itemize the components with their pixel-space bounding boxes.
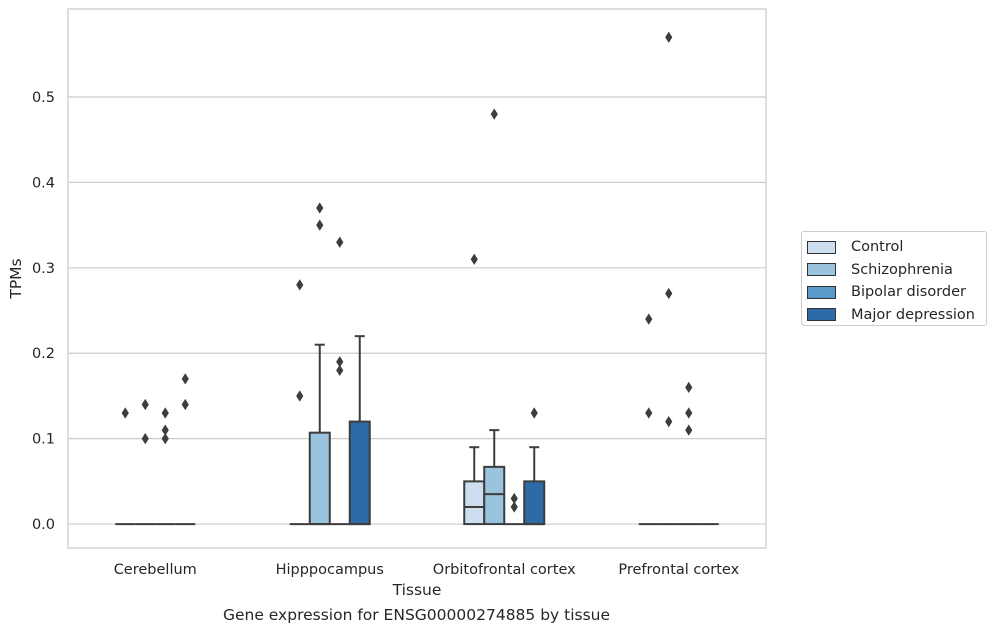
gridlines <box>68 96 766 525</box>
outlier-point <box>141 398 149 411</box>
x-tick-label: Hipppocampus <box>276 562 384 578</box>
legend-swatch <box>807 308 836 322</box>
outlier-point <box>141 433 149 445</box>
box-control <box>115 407 136 526</box>
outlier-point <box>296 279 304 291</box>
outlier-point <box>645 407 653 419</box>
outlier-point <box>665 415 673 428</box>
y-tick-label: 0.4 <box>32 175 55 191</box>
y-tick-label: 0.5 <box>32 90 55 106</box>
outlier-point <box>510 492 518 505</box>
box-control <box>289 279 310 526</box>
box-bipolar-disorder <box>329 236 350 526</box>
outlier-point <box>121 407 129 419</box>
outlier-point <box>530 407 538 419</box>
outlier-point <box>685 424 693 436</box>
y-tick-label: 0.1 <box>32 432 55 448</box>
legend-item: Major depression <box>807 304 986 327</box>
figure-caption: Gene expression for ENSG00000274885 by t… <box>222 606 611 624</box>
outlier-point <box>161 407 169 419</box>
box-schizophrenia <box>658 31 679 526</box>
legend-item: Control <box>807 236 986 259</box>
legend-item: Schizophrenia <box>807 259 986 282</box>
outlier-point <box>296 390 304 402</box>
outlier-point <box>685 381 693 394</box>
y-tick-label: 0.0 <box>32 517 55 533</box>
box-major-depression <box>348 335 371 526</box>
outlier-point <box>470 253 478 265</box>
box-schizophrenia <box>483 108 506 526</box>
legend-swatch <box>807 263 836 277</box>
x-axis-ticks: Cerebellum Hipppocampus Orbitofrontal cort… <box>114 562 740 578</box>
legend-swatch <box>807 285 836 299</box>
outlier-point <box>665 31 673 43</box>
box-control <box>638 313 659 526</box>
legend-label: Schizophrenia <box>851 261 953 278</box>
x-axis-label: Tissue <box>392 581 442 599</box>
outlier-point <box>316 202 324 214</box>
legend: Control Schizophrenia Bipolar disorder Majo… <box>801 231 987 326</box>
y-tick-label: 0.3 <box>32 261 55 277</box>
x-tick-label: Cerebellum <box>114 562 197 578</box>
box-schizophrenia <box>308 202 331 526</box>
outlier-point <box>685 407 693 419</box>
legend-label: Bipolar disorder <box>851 284 966 301</box>
y-axis-label: TPMs <box>7 258 25 299</box>
box-body <box>348 420 371 526</box>
boxes <box>115 31 719 526</box>
x-tick-label: Orbitofrontal cortex <box>433 562 576 578</box>
plot-frame <box>67 8 767 549</box>
outlier-point <box>336 356 344 368</box>
outlier-point <box>181 373 189 385</box>
legend-label: Major depression <box>851 306 975 323</box>
outlier-point <box>665 287 673 300</box>
y-tick-label: 0.2 <box>32 346 55 362</box>
outlier-point <box>645 313 653 325</box>
outlier-point <box>316 219 324 231</box>
legend-item: Bipolar disorder <box>807 281 986 304</box>
box-bipolar-disorder <box>504 492 525 526</box>
legend-label: Control <box>851 239 904 256</box>
legend-swatch <box>807 240 836 254</box>
box-major-depression <box>175 373 196 526</box>
box-body <box>523 480 546 526</box>
box-body <box>483 465 506 526</box>
box-major-depression <box>523 407 546 526</box>
box-control <box>463 253 486 526</box>
outlier-point <box>510 501 518 513</box>
outlier-point <box>490 108 498 120</box>
box-bipolar-disorder <box>678 381 699 526</box>
box-schizophrenia <box>135 398 156 526</box>
outlier-point <box>161 433 169 445</box>
x-tick-label: Prefrontal cortex <box>618 562 739 578</box>
outlier-point <box>336 364 344 376</box>
outlier-point <box>161 424 169 436</box>
box-bipolar-disorder <box>155 407 176 526</box>
outlier-point <box>181 398 189 411</box>
y-axis-ticks: 0.0 0.1 0.2 0.3 0.4 0.5 <box>32 90 55 533</box>
outlier-point <box>336 236 344 248</box>
box-body <box>308 431 331 526</box>
box-body <box>463 480 486 526</box>
